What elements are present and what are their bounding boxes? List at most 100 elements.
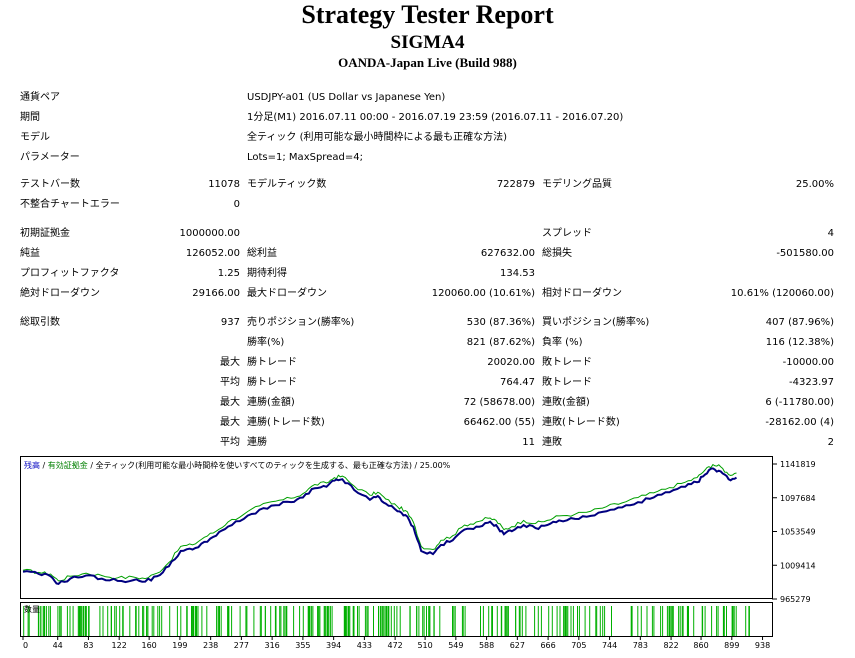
x-tick-label: 472 xyxy=(387,641,402,650)
y-tick-label: 965279 xyxy=(780,595,811,604)
volume-bars xyxy=(23,606,750,636)
legend-sep-2: / xyxy=(88,461,96,470)
average-win-value: 764.47 xyxy=(500,377,535,388)
plot-area xyxy=(20,456,773,599)
x-tick-label: 549 xyxy=(448,641,463,650)
x-tick-label: 860 xyxy=(693,641,708,650)
short-positions-label: 売りポジション(勝率%) xyxy=(247,317,355,328)
bars-label: テストバー数 xyxy=(20,179,80,190)
abs-drawdown-label: 絶対ドローダウン xyxy=(20,288,100,299)
spread-value: 4 xyxy=(827,228,834,239)
max-consec-trades-word: 最大 xyxy=(220,417,240,428)
largest-loss-value: -10000.00 xyxy=(782,357,834,368)
max-consec-money-word: 最大 xyxy=(220,397,240,408)
expected-payoff-label: 期待利得 xyxy=(247,268,287,279)
x-tick-label: 822 xyxy=(663,641,678,650)
largest-win-value: 20020.00 xyxy=(487,357,535,368)
gross-loss-value: -501580.00 xyxy=(776,248,834,259)
quality-value: 25.00% xyxy=(795,179,834,190)
avg-consec-wins-value: 11 xyxy=(522,437,535,448)
long-positions-value: 407 (87.96%) xyxy=(765,317,834,328)
x-tick-label: 316 xyxy=(265,641,280,650)
period-label: 期間 xyxy=(20,112,40,123)
mismatch-label: 不整合チャートエラー xyxy=(20,199,120,210)
avg-consec-wins-label: 連勝 xyxy=(247,437,267,448)
consec-wins-trades-label: 連勝(トレード数) xyxy=(247,417,325,428)
model-value: 全ティック (利用可能な最小時間枠による最も正確な方法) xyxy=(247,132,508,143)
x-tick-label: 938 xyxy=(755,641,770,650)
report-title: Strategy Tester Report xyxy=(301,0,554,29)
win-rate-value: 821 (87.62%) xyxy=(466,337,535,348)
symbol-value: USDJPY-a01 (US Dollar vs Japanese Yen) xyxy=(247,92,446,103)
legend-equity: 有効証拠金 xyxy=(48,460,88,470)
x-tick-label: 199 xyxy=(172,641,187,650)
rel-drawdown-value: 10.61% (120060.00) xyxy=(730,288,834,299)
max-drawdown-label: 最大ドローダウン xyxy=(247,288,327,299)
net-profit-value: 126052.00 xyxy=(185,248,240,259)
profit-factor-label: プロフィットファクタ xyxy=(20,268,120,279)
profit-factor-value: 1.25 xyxy=(217,268,240,279)
y-axis-ticks: 1141819 1097684 1053549 1009414 965279 xyxy=(772,460,816,604)
largest-win-label: 勝トレード xyxy=(247,357,297,368)
ticks-label: モデルティック数 xyxy=(247,179,327,190)
y-tick-label: 1053549 xyxy=(780,528,816,537)
x-tick-label: 433 xyxy=(357,641,372,650)
x-tick-label: 666 xyxy=(540,641,555,650)
win-rate-label: 勝率(%) xyxy=(247,337,285,348)
y-tick-label: 1141819 xyxy=(780,460,816,469)
balance-chart-svg: 1141819 1097684 1053549 1009414 965279 0 44 83… xyxy=(20,456,835,654)
gross-loss-label: 総損失 xyxy=(542,248,572,259)
quality-label: モデリング品質 xyxy=(542,179,612,190)
total-trades-label: 総取引数 xyxy=(20,317,60,328)
rel-drawdown-label: 相対ドローダウン xyxy=(542,288,622,299)
legend-model: 全ティック(利用可能な最小時間枠を使いすべてのティックを生成する、最も正確な方法… xyxy=(96,460,412,470)
x-tick-label: 899 xyxy=(724,641,739,650)
loss-rate-value: 116 (12.38%) xyxy=(765,337,834,348)
largest-loss-label: 敗トレード xyxy=(542,357,592,368)
consec-wins-trades-value: 66462.00 (55) xyxy=(463,417,535,428)
legend-balance: 残高 xyxy=(24,460,40,470)
spread-label: スプレッド xyxy=(542,228,592,239)
avg-consec-losses-value: 2 xyxy=(827,437,834,448)
ticks-value: 722879 xyxy=(496,179,535,190)
long-positions-label: 買いポジション(勝率%) xyxy=(542,317,650,328)
x-tick-label: 705 xyxy=(571,641,586,650)
volume-label: 数量 xyxy=(24,604,40,614)
mismatch-value: 0 xyxy=(233,199,240,210)
consec-wins-money-label: 連勝(金額) xyxy=(247,397,295,408)
legend-quality: 25.00% xyxy=(420,461,451,470)
period-value: 1分足(M1) 2016.07.11 00:00 - 2016.07.19 23… xyxy=(247,112,624,123)
chart-legend: 残高 / 有効証拠金 / 全ティック(利用可能な最小時間枠を使いすべてのティック… xyxy=(24,460,451,470)
consec-wins-money-value: 72 (58678.00) xyxy=(463,397,535,408)
server-build: OANDA-Japan Live (Build 988) xyxy=(338,55,517,70)
x-tick-label: 122 xyxy=(112,641,127,650)
x-tick-label: 394 xyxy=(326,641,341,650)
x-tick-label: 238 xyxy=(203,641,218,650)
x-tick-label: 588 xyxy=(479,641,494,650)
y-tick-label: 1097684 xyxy=(780,494,816,503)
average-loss-label: 敗トレード xyxy=(542,377,592,388)
avg-consec-word: 平均 xyxy=(220,437,240,448)
deposit-label: 初期証拠金 xyxy=(20,228,70,239)
loss-rate-label: 負率 (%) xyxy=(542,337,583,348)
short-positions-value: 530 (87.36%) xyxy=(466,317,535,328)
legend-sep-1: / xyxy=(40,461,48,470)
expected-payoff-value: 134.53 xyxy=(500,268,535,279)
y-tick-label: 1009414 xyxy=(780,561,816,570)
largest-word: 最大 xyxy=(220,357,240,368)
x-axis-ticks: 0 44 83 122 160 199 238 277 316 355 394 433 472 510 54… xyxy=(22,637,770,650)
x-tick-label: 783 xyxy=(633,641,648,650)
equity-line xyxy=(22,463,737,582)
abs-drawdown-value: 29166.00 xyxy=(192,288,240,299)
symbol-label: 通貨ペア xyxy=(20,92,60,103)
balance-chart: 1141819 1097684 1053549 1009414 965279 0 44 83… xyxy=(20,456,835,654)
average-word: 平均 xyxy=(220,377,240,388)
net-profit-label: 純益 xyxy=(20,248,40,259)
x-tick-label: 44 xyxy=(53,641,63,650)
x-tick-label: 744 xyxy=(602,641,617,650)
max-drawdown-value: 120060.00 (10.61%) xyxy=(431,288,535,299)
x-tick-label: 627 xyxy=(510,641,525,650)
gross-profit-value: 627632.00 xyxy=(480,248,535,259)
bars-value: 11078 xyxy=(208,179,240,190)
total-trades-value: 937 xyxy=(220,317,240,328)
